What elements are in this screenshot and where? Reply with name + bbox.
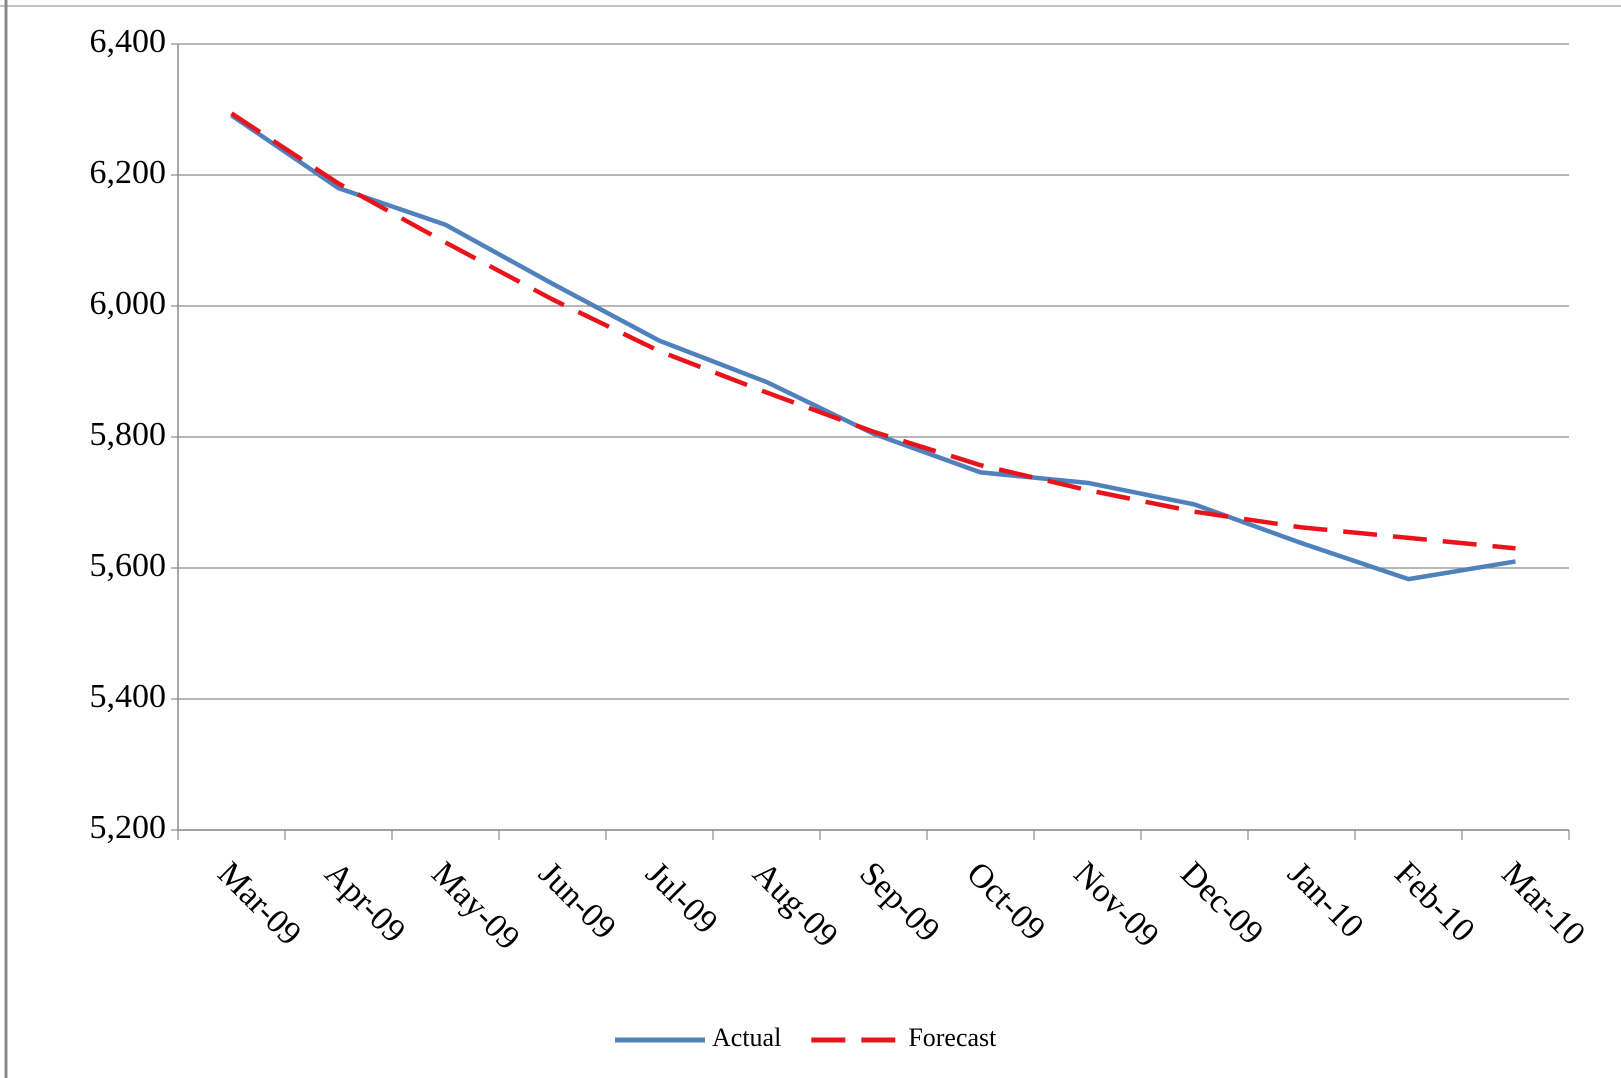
y-tick-label: 5,400 — [90, 678, 167, 715]
series-line — [230, 111, 1516, 551]
x-tick-label: Dec-09 — [1173, 855, 1270, 952]
x-tick-label: Mar-10 — [1494, 855, 1592, 953]
y-tick-label: 6,200 — [90, 154, 167, 191]
x-tick-label: Nov-09 — [1066, 855, 1166, 955]
y-tick-label: 5,600 — [90, 547, 167, 584]
x-tick-label: Oct-09 — [959, 855, 1052, 948]
series-line — [230, 113, 1516, 582]
x-tick-label: Jan-10 — [1280, 855, 1370, 945]
y-tick-label: 6,000 — [90, 285, 167, 322]
x-tick-label: Apr-09 — [317, 855, 412, 950]
legend-label: Forecast — [908, 1023, 997, 1052]
y-tick-label: 5,800 — [90, 416, 167, 453]
x-tick-label: Aug-09 — [745, 855, 845, 955]
y-tick-label: 5,200 — [90, 809, 167, 846]
x-tick-label: Jun-09 — [531, 855, 623, 947]
x-tick-label: Mar-09 — [210, 855, 308, 953]
x-tick-label: May-09 — [424, 855, 526, 957]
y-tick-label: 6,400 — [90, 23, 167, 60]
x-tick-label: Feb-10 — [1387, 855, 1481, 949]
x-tick-label: Jul-09 — [638, 855, 724, 941]
legend-label: Actual — [712, 1023, 781, 1052]
x-tick-label: Sep-09 — [852, 855, 946, 949]
